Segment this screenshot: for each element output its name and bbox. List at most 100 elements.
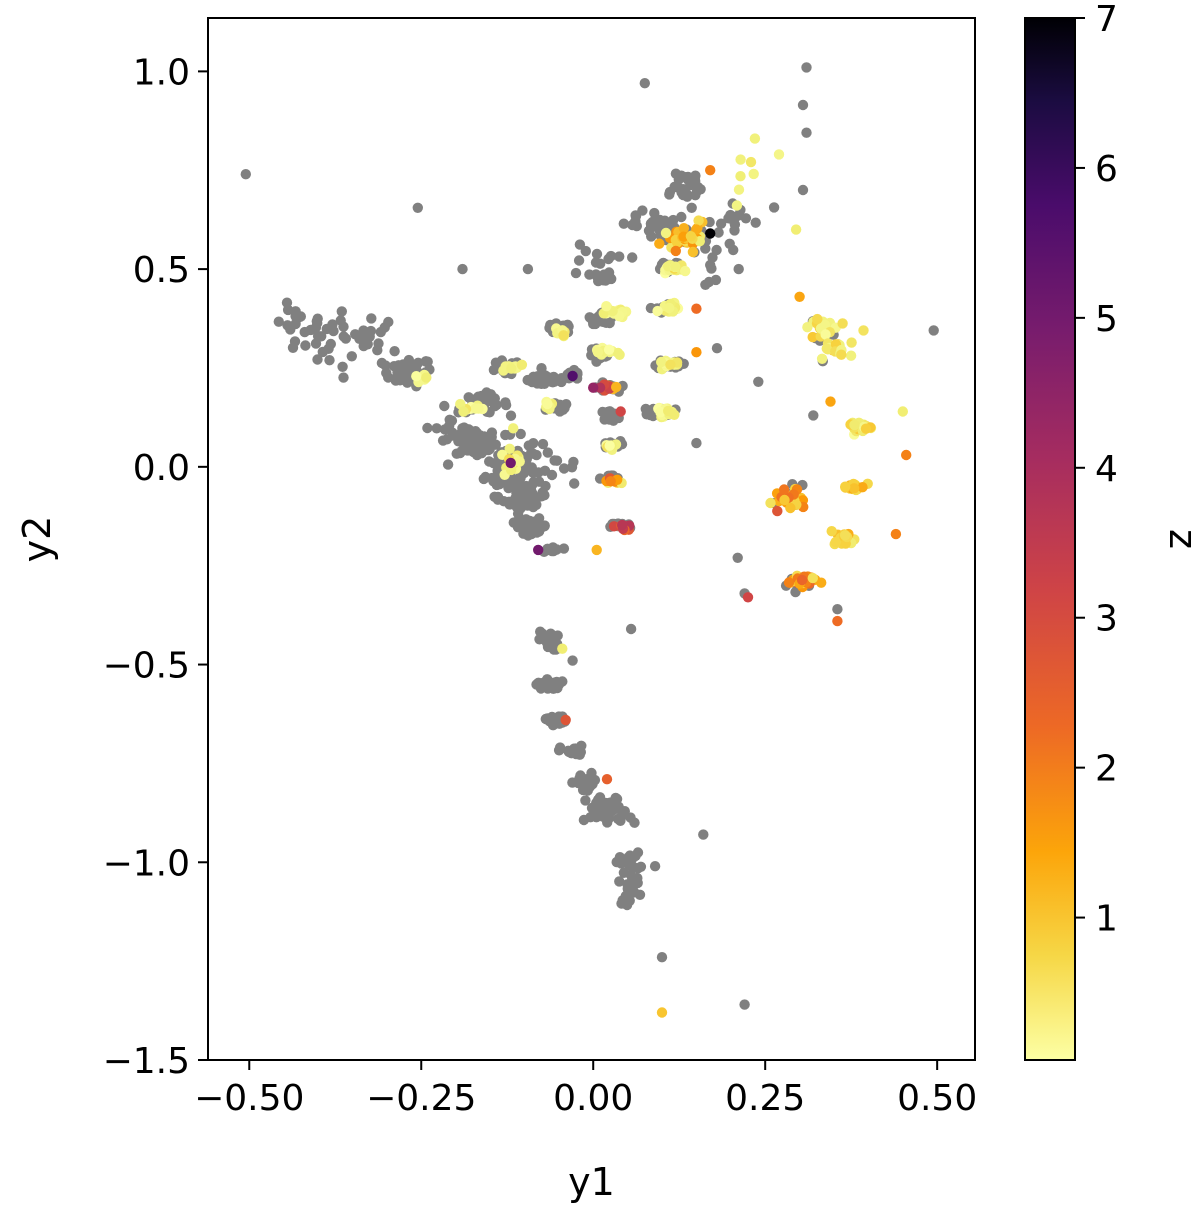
colored-point — [663, 302, 675, 314]
y-tick-label: −0.5 — [103, 646, 190, 687]
colored-point — [849, 419, 860, 431]
gray-point — [312, 317, 323, 329]
colored-point — [785, 502, 796, 514]
colored-point — [605, 476, 616, 487]
gray-point — [500, 397, 511, 408]
colored-point — [652, 305, 663, 317]
gray-point — [646, 221, 657, 232]
colored-point — [615, 406, 626, 417]
gray-point — [389, 346, 400, 357]
gray-point — [324, 355, 335, 366]
colored-point — [773, 149, 785, 160]
gray-point — [611, 793, 623, 805]
colored-point — [849, 483, 860, 494]
gray-point — [527, 467, 539, 478]
gray-point — [512, 522, 524, 533]
gray-point — [808, 410, 819, 421]
gray-point — [338, 372, 349, 383]
gray-point — [457, 263, 468, 275]
colored-point — [845, 350, 857, 361]
colored-point — [749, 133, 761, 144]
gray-point — [490, 357, 502, 368]
colorbar-tick-label: 1 — [1095, 899, 1118, 940]
gray-point — [753, 376, 764, 387]
colored-point — [588, 382, 599, 393]
colored-point — [678, 231, 689, 242]
gray-point — [420, 356, 432, 367]
gray-point — [649, 207, 660, 219]
gray-point — [289, 336, 301, 347]
gray-point — [566, 462, 578, 473]
colored-point — [794, 291, 805, 302]
colored-point — [504, 443, 515, 454]
y-axis: −1.5 −1.0 −0.5 0.0 0.5 1.0 — [103, 52, 208, 1082]
gray-point — [300, 340, 311, 351]
gray-point — [618, 867, 630, 878]
colored-point — [783, 577, 795, 588]
gray-point — [442, 459, 454, 470]
colored-point — [678, 223, 690, 234]
gray-point — [483, 444, 494, 456]
gray-point — [273, 316, 284, 327]
gray-point — [618, 218, 629, 229]
colorbar: 1 2 3 4 5 6 7 — [1024, 0, 1118, 1061]
colored-point — [533, 544, 544, 556]
colored-point — [685, 231, 697, 242]
colored-point — [745, 156, 757, 168]
colored-point — [832, 615, 843, 627]
gray-point — [732, 552, 743, 563]
gray-point — [541, 637, 553, 648]
gray-point — [422, 422, 433, 434]
gray-point — [611, 803, 622, 814]
gray-point — [282, 304, 294, 316]
gray-point — [580, 795, 591, 806]
colored-point — [779, 494, 790, 506]
gray-point — [928, 325, 939, 336]
colored-point — [411, 371, 422, 382]
colored-point — [604, 440, 615, 451]
gray-point — [474, 434, 485, 445]
colored-point — [591, 544, 602, 556]
colored-point — [473, 403, 484, 414]
colorbar-tick-label: 2 — [1095, 749, 1118, 790]
gray-point — [733, 263, 744, 275]
colored-point — [705, 228, 716, 239]
gray-point — [527, 488, 538, 499]
colored-point — [617, 519, 628, 531]
gray-point — [554, 679, 565, 690]
gray-point — [614, 251, 625, 262]
gray-point — [690, 190, 701, 201]
gray-point — [639, 78, 650, 89]
gray-point — [403, 354, 415, 366]
colored-point — [669, 409, 680, 420]
gray-point — [498, 496, 509, 507]
colored-point — [603, 344, 615, 355]
colored-point — [901, 449, 912, 461]
gray-point — [290, 311, 301, 322]
gray-point — [346, 351, 357, 362]
colored-point — [693, 215, 704, 226]
gray-point — [713, 227, 724, 238]
gray-point — [704, 216, 715, 228]
x-tick-label: 0.00 — [553, 1078, 633, 1119]
gray-point — [691, 437, 702, 449]
colored-point — [825, 396, 836, 407]
colored-point — [705, 165, 716, 176]
colored-point — [506, 363, 517, 374]
gray-point — [629, 817, 640, 828]
gray-point — [729, 219, 741, 230]
gray-point — [700, 243, 711, 254]
gray-point — [698, 829, 709, 840]
gray-point — [522, 374, 533, 386]
gray-point — [570, 267, 582, 279]
gray-point — [569, 478, 580, 489]
gray-point — [240, 169, 251, 180]
gray-point — [437, 435, 449, 446]
gray-point — [439, 400, 450, 412]
gray-point — [768, 202, 780, 213]
colored-point — [670, 261, 681, 272]
gray-point — [627, 252, 638, 263]
gray-point — [375, 326, 386, 338]
colored-point — [421, 372, 432, 383]
gray-point — [376, 357, 388, 369]
